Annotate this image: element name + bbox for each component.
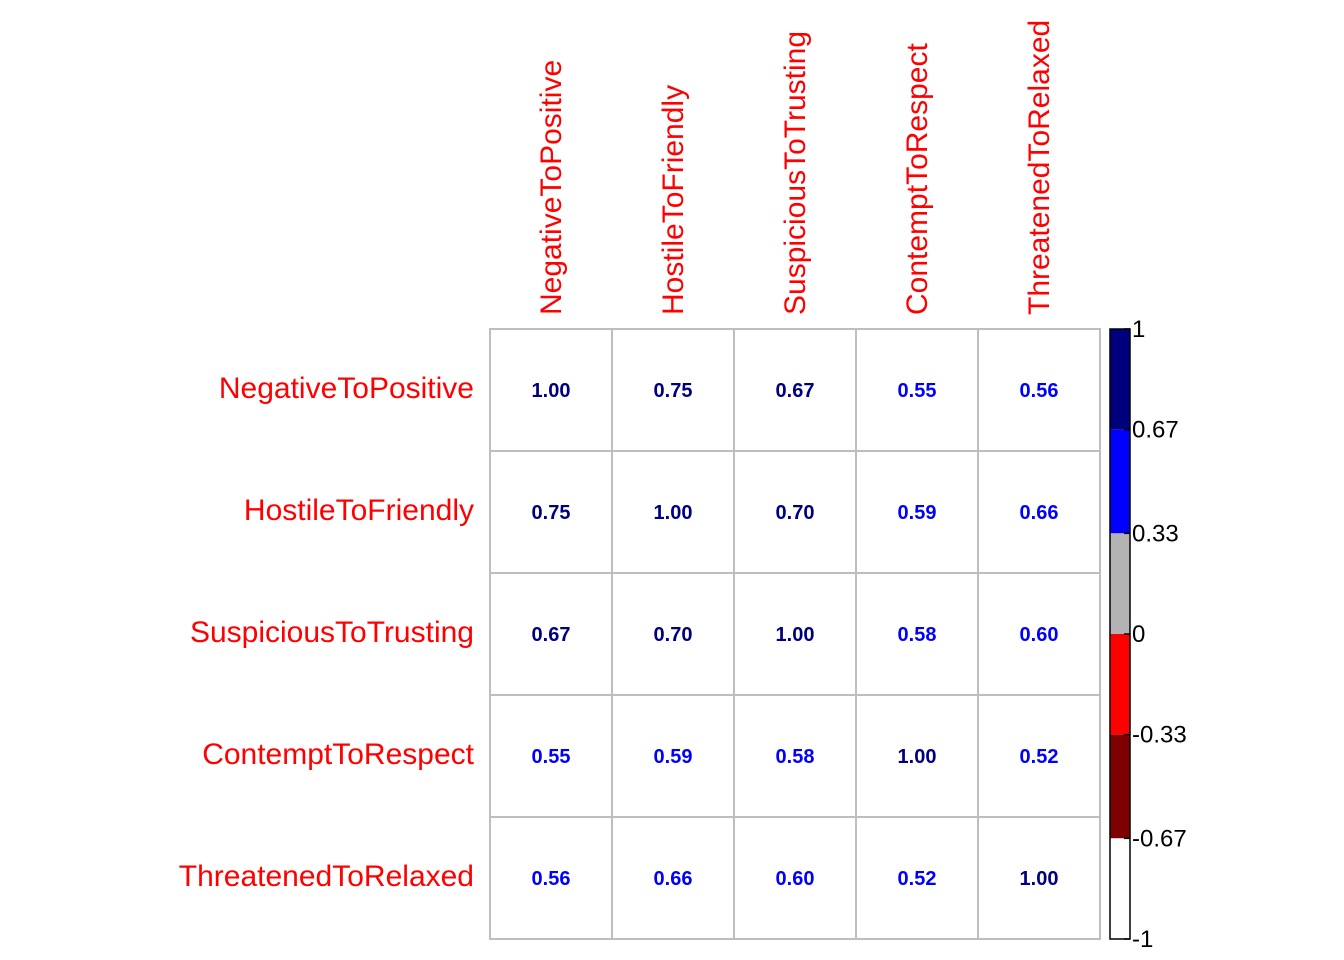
cell-value-label: 0.60 xyxy=(776,868,815,890)
colorbar-band xyxy=(1110,634,1130,735)
row-label: HostileToFriendly xyxy=(244,494,474,527)
cell-value-label: 0.60 xyxy=(1020,624,1059,646)
column-label: SuspiciousToTrusting xyxy=(779,31,812,315)
heatmap-cell xyxy=(611,816,735,940)
cell-value-label: 0.56 xyxy=(1020,380,1059,402)
colorbar-tick-label: 1 xyxy=(1132,316,1145,343)
cell-value-label: 0.59 xyxy=(898,502,937,524)
column-label: HostileToFriendly xyxy=(657,85,690,315)
row-labels: NegativeToPositive HostileToFriendly Suspi… xyxy=(179,372,475,893)
colorbar-band xyxy=(1110,429,1130,534)
colorbar-tick-label: 0.33 xyxy=(1132,520,1179,547)
cell-value-label: 0.67 xyxy=(532,624,571,646)
heatmap-cell xyxy=(977,816,1101,940)
cell-value-label: 0.70 xyxy=(776,502,815,524)
colorbar: 1 0.67 0.33 0 -0.33 -0.67 -1 xyxy=(1109,316,1187,953)
cell-value-label: 0.66 xyxy=(1020,502,1059,524)
row-label: SuspiciousToTrusting xyxy=(190,616,474,649)
heatmap-cell xyxy=(733,328,857,452)
column-label: NegativeToPositive xyxy=(535,60,568,315)
cell-value-label: 0.52 xyxy=(1020,746,1059,768)
colorbar-band xyxy=(1110,838,1130,939)
heatmap-cell xyxy=(489,328,613,452)
cell-value-label: 0.58 xyxy=(898,624,937,646)
colorbar-tick-label: -1 xyxy=(1132,926,1153,953)
cell-value-label: 0.59 xyxy=(654,746,693,768)
column-label: ThreatenedToRelaxed xyxy=(1023,20,1056,315)
row-label: ContemptToRespect xyxy=(202,738,474,771)
cell-value-label: 0.56 xyxy=(532,868,571,890)
colorbar-band xyxy=(1110,734,1130,839)
heatmap-cell xyxy=(855,572,979,696)
column-labels: NegativeToPositive HostileToFriendly Suspi… xyxy=(535,20,1056,315)
column-label: ContemptToRespect xyxy=(901,43,934,315)
colorbar-tick-label: -0.33 xyxy=(1132,722,1187,749)
heatmap-cell xyxy=(733,816,857,940)
cell-value-label: 1.00 xyxy=(898,746,937,768)
heatmap-cell xyxy=(733,694,857,818)
cell-value-label: 0.75 xyxy=(654,380,693,402)
row-label: ThreatenedToRelaxed xyxy=(179,860,474,893)
cell-value-label: 0.70 xyxy=(654,624,693,646)
cell-value-label: 1.00 xyxy=(1020,868,1059,890)
heatmap-cell xyxy=(489,816,613,940)
cell-value-label: 0.75 xyxy=(532,502,571,524)
colorbar-band xyxy=(1110,533,1130,634)
heatmap-cell xyxy=(611,572,735,696)
heatmap-cell xyxy=(977,694,1101,818)
cell-value-label: 0.66 xyxy=(654,868,693,890)
colorbar-tick-label: 0 xyxy=(1132,621,1145,648)
cell-value-label: 0.67 xyxy=(776,380,815,402)
row-label: NegativeToPositive xyxy=(219,372,474,405)
heatmap-cell xyxy=(611,328,735,452)
colorbar-tick-label: 0.67 xyxy=(1132,417,1179,444)
cell-value-label: 1.00 xyxy=(654,502,693,524)
cell-value-label: 0.55 xyxy=(532,746,571,768)
cell-value-label: 1.00 xyxy=(776,624,815,646)
cell-grid: 1.00 0.75 0.67 0.55 0.56 0.75 1.00 0.70 0.59 0.66… xyxy=(489,328,1101,940)
colorbar-tick-label: -0.67 xyxy=(1132,825,1187,852)
cell-value-label: 0.55 xyxy=(898,380,937,402)
heatmap-cell xyxy=(489,450,613,574)
cell-value-label: 0.58 xyxy=(776,746,815,768)
colorbar-band xyxy=(1110,329,1130,430)
cell-value-label: 1.00 xyxy=(532,380,571,402)
heatmap-cell xyxy=(611,694,735,818)
heatmap-cell xyxy=(977,450,1101,574)
heatmap-cell xyxy=(489,694,613,818)
heatmap-cell xyxy=(733,450,857,574)
heatmap-cell xyxy=(855,694,979,818)
cell-value-label: 0.52 xyxy=(898,868,937,890)
